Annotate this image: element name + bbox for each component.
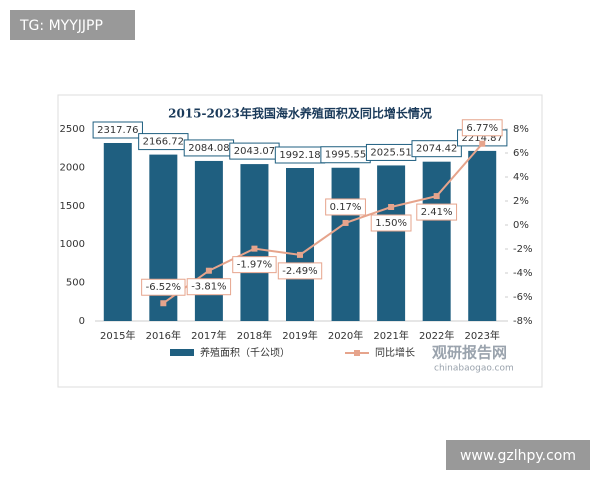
y-tick-label: 1000	[60, 239, 85, 250]
bar	[194, 160, 223, 321]
bar-value-label-box	[411, 140, 462, 158]
line-marker	[297, 251, 303, 258]
y2-tick-label: 2%	[513, 196, 529, 207]
line-value-label: 2.41%	[421, 207, 453, 218]
bar	[286, 168, 314, 321]
line-value-label-box	[325, 198, 366, 216]
line-marker	[342, 219, 349, 226]
line-value-label-box	[186, 278, 232, 296]
line-marker	[479, 140, 486, 147]
site-text: www.gzlhpy.com	[460, 448, 576, 464]
bar	[103, 142, 132, 321]
y-tick-label: 1500	[60, 201, 85, 212]
y2-tick-label: 0%	[513, 220, 529, 231]
x-tick-label: 2018年	[237, 329, 272, 342]
line-marker	[388, 204, 395, 210]
line-value-label-box	[416, 203, 458, 221]
line-marker	[251, 245, 258, 252]
chart-title: 2015-2023年我国海水养殖面积及同比增长情况	[168, 106, 432, 121]
bar	[240, 164, 269, 321]
line-value-label: 6.77%	[466, 123, 498, 134]
y2-tick-label: 6%	[513, 148, 529, 159]
bar-value-label: 2166.72	[143, 137, 184, 148]
bar-value-label: 2074.42	[416, 144, 457, 155]
legend-swatch	[170, 349, 194, 356]
line-value-label-box	[370, 214, 412, 232]
x-tick-label: 2020年	[328, 329, 363, 342]
bar-value-label: 2317.76	[97, 125, 138, 136]
x-tick-label: 2022年	[419, 329, 454, 342]
bar	[331, 167, 360, 321]
x-tick-label: 2023年	[464, 329, 499, 342]
line-value-label: -2.49%	[282, 266, 317, 277]
legend-swatch	[354, 350, 360, 356]
line-value-label-box	[277, 262, 323, 280]
line-marker	[205, 267, 212, 274]
x-tick-label: 2016年	[146, 329, 181, 342]
y-tick-label: 0	[79, 316, 85, 327]
bar	[468, 150, 497, 321]
line-value-label-box	[232, 256, 277, 274]
x-tick-label: 2015年	[100, 329, 135, 342]
line-value-label: -6.52%	[146, 282, 181, 293]
bar-value-label: 2214.87	[462, 133, 503, 144]
bar	[422, 161, 451, 321]
bar-value-label-box	[92, 121, 143, 139]
line-value-label: -1.97%	[237, 260, 272, 271]
bar-value-label: 1992.18	[279, 150, 320, 161]
line-value-label: 1.50%	[375, 218, 407, 229]
bar-value-label: 1995.55	[325, 150, 366, 161]
line	[162, 143, 483, 305]
watermark-brand: 观研报告网	[432, 344, 507, 362]
tag-box	[10, 10, 135, 40]
line-value-label: 0.17%	[330, 202, 362, 213]
bar-value-label: 2084.08	[188, 143, 229, 154]
line-marker	[160, 300, 167, 307]
legend-label: 养殖面积（千公顷）	[200, 346, 290, 359]
line-value-label-box	[141, 278, 186, 296]
bar-value-label: 2025.51	[370, 147, 411, 158]
x-tick-label: 2021年	[373, 329, 408, 342]
site-box	[446, 440, 590, 470]
tag-text: TG: MYYJJPP	[19, 18, 103, 34]
y-tick-label: 2000	[60, 162, 85, 173]
y2-tick-label: -6%	[513, 292, 532, 303]
y2-tick-label: -8%	[513, 316, 532, 327]
y2-tick-label: -4%	[513, 268, 532, 279]
legend-label: 同比增长	[375, 346, 415, 359]
line-marker	[433, 193, 440, 200]
line-value-label-box	[461, 119, 503, 137]
line-value-label: -3.81%	[191, 282, 226, 293]
y-tick-label: 500	[66, 278, 85, 289]
y2-tick-label: 4%	[513, 172, 529, 183]
watermark-url: chinabaogao.com	[434, 364, 514, 374]
y2-tick-label: 8%	[513, 124, 529, 135]
bar	[377, 165, 406, 321]
y2-tick-label: -2%	[513, 244, 532, 255]
y-tick-label: 2500	[60, 124, 85, 135]
x-tick-label: 2017年	[191, 329, 226, 342]
x-tick-label: 2019年	[282, 329, 317, 342]
bar-value-label: 2043.07	[234, 146, 275, 157]
